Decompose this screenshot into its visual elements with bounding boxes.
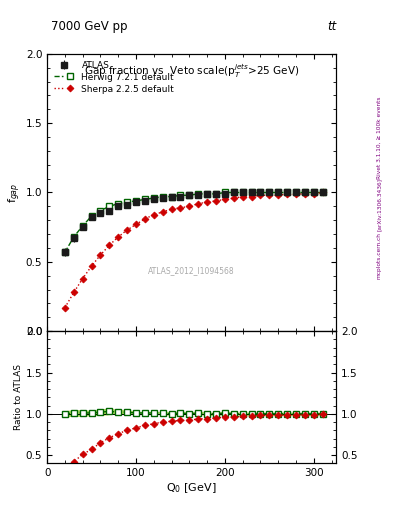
Text: mcplots.cern.ch: mcplots.cern.ch <box>377 232 382 280</box>
Y-axis label: f$_{gap}$: f$_{gap}$ <box>7 182 23 203</box>
Y-axis label: Ratio to ATLAS: Ratio to ATLAS <box>14 365 23 430</box>
Text: ATLAS_2012_I1094568: ATLAS_2012_I1094568 <box>148 266 235 274</box>
Text: Rivet 3.1.10, ≥ 100k events: Rivet 3.1.10, ≥ 100k events <box>377 97 382 180</box>
Text: [arXiv:1306.3436]: [arXiv:1306.3436] <box>377 178 382 231</box>
Text: Gap fraction vs  Veto scale(p$_T^{jets}$>25 GeV): Gap fraction vs Veto scale(p$_T^{jets}$>… <box>84 62 299 80</box>
Legend: ATLAS, Herwig 7.2.1 default, Sherpa 2.2.5 default: ATLAS, Herwig 7.2.1 default, Sherpa 2.2.… <box>51 58 177 96</box>
Text: tt: tt <box>327 20 336 33</box>
Text: 7000 GeV pp: 7000 GeV pp <box>51 20 128 33</box>
X-axis label: Q$_0$ [GeV]: Q$_0$ [GeV] <box>166 481 217 495</box>
